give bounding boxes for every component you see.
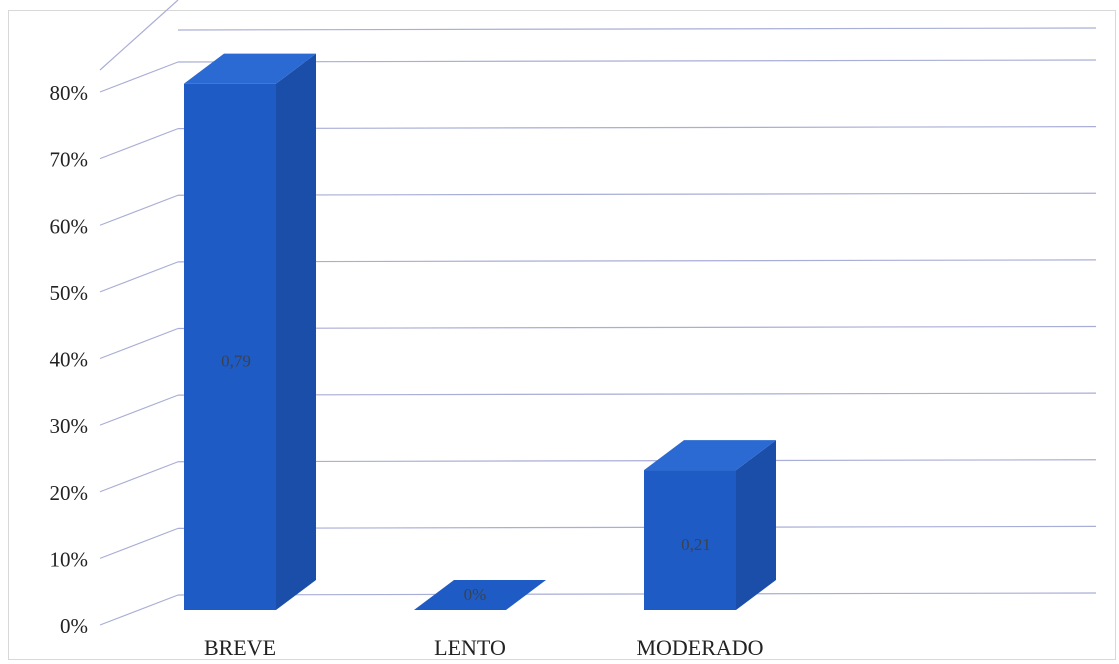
gridline (177, 325, 1097, 330)
bars (184, 53, 776, 611)
grid-diagonal (99, 194, 179, 226)
grid-diagonal (99, 327, 179, 360)
grid-diagonal (99, 261, 179, 293)
bar (414, 580, 546, 610)
x-tick-label: BREVE (204, 635, 276, 660)
grid-diagonal (99, 128, 179, 160)
y-tick-label: 20% (50, 481, 89, 505)
gridline (177, 126, 1097, 130)
y-tick-label: 40% (50, 348, 89, 372)
x-tick-label: MODERADO (636, 635, 763, 660)
bar-top (184, 53, 316, 84)
data-label: 0% (464, 585, 487, 604)
grid-diagonal (99, 527, 179, 559)
gridline (177, 459, 1097, 463)
y-tick-label: 60% (50, 214, 89, 238)
gridline (177, 59, 1097, 63)
gridline (177, 27, 1097, 31)
y-tick-label: 0% (60, 614, 88, 638)
y-tick-label: 50% (50, 281, 89, 305)
gridline (177, 392, 1097, 396)
gridline (177, 525, 1097, 529)
data-label: 0,21 (681, 535, 711, 554)
grid-diagonal (99, 61, 179, 93)
y-axis-ticks: 0% 10% 20% 30% 40% 50% 60% 70% 80% (50, 81, 89, 638)
grid-diagonal (99, 394, 179, 426)
gridline (177, 192, 1097, 196)
grid-diagonal (99, 594, 179, 626)
grid-diagonal (99, 0, 179, 71)
category-labels: BREVE LENTO MODERADO (204, 635, 764, 660)
grid-layer (99, 0, 1097, 626)
data-labels: 0,79 0% 0,21 (221, 352, 711, 605)
y-tick-label: 80% (50, 81, 89, 105)
bar-top (644, 440, 776, 471)
gridline (177, 259, 1097, 263)
bar (184, 83, 276, 611)
y-tick-label: 10% (50, 547, 89, 571)
data-label: 0,79 (221, 352, 251, 371)
bar-side (736, 440, 776, 610)
y-tick-label: 70% (50, 148, 89, 172)
x-tick-label: LENTO (434, 635, 506, 660)
bar (644, 470, 736, 610)
grid-diagonal (99, 461, 179, 493)
gridline (177, 592, 1097, 596)
bar-side (276, 53, 316, 611)
y-tick-label: 30% (50, 414, 89, 438)
